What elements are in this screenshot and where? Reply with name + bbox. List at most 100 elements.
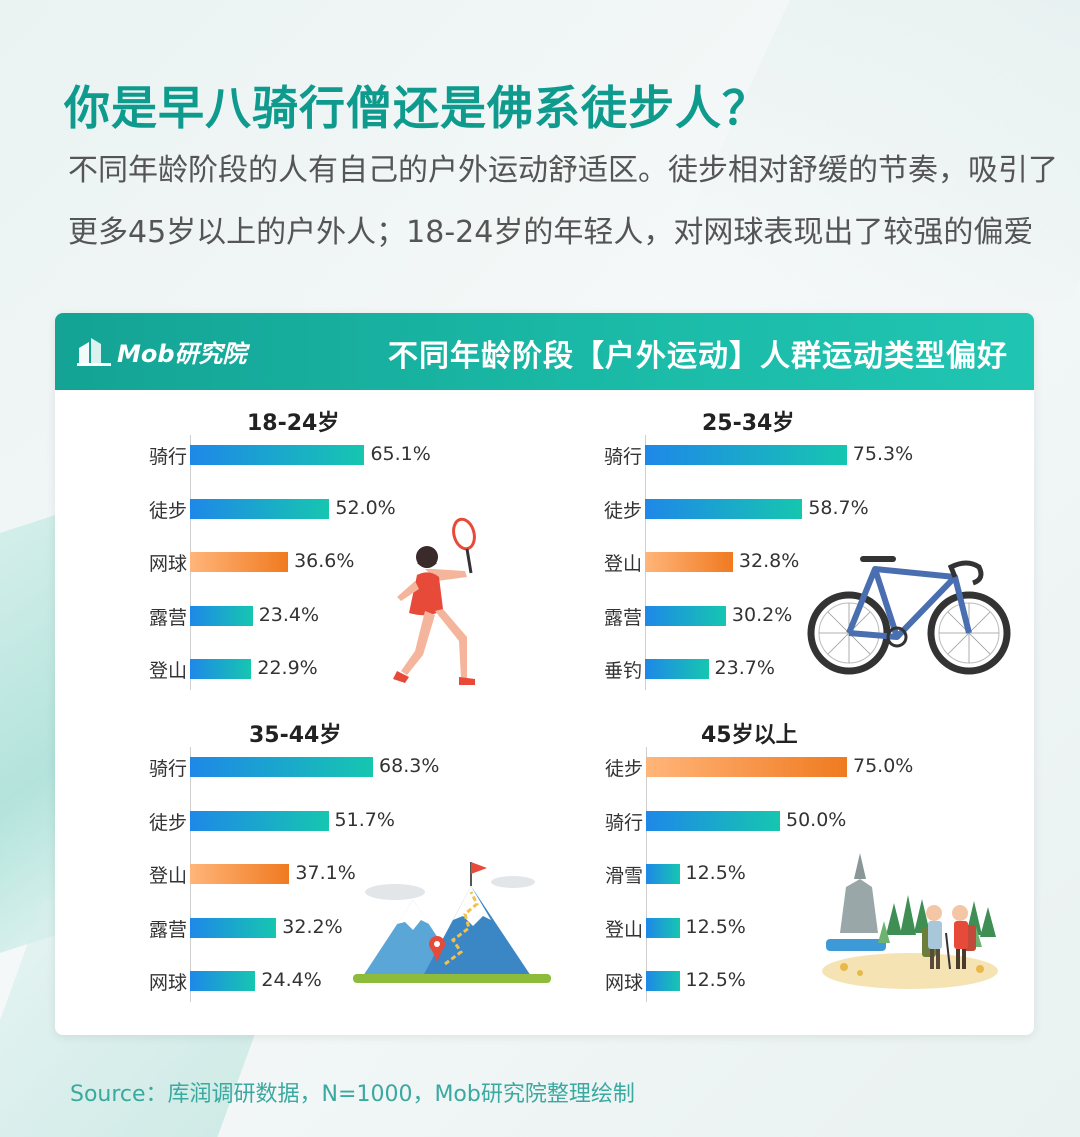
- logo-building-icon: [77, 338, 111, 366]
- bar-row: 网球 36.6%: [127, 550, 567, 575]
- bar: [646, 757, 847, 777]
- value-label: 36.6%: [294, 550, 355, 572]
- category-label: 徒步: [148, 499, 187, 522]
- logo-text: Mob研究院: [117, 339, 247, 368]
- category-label: 骑行: [148, 758, 187, 780]
- bar: [645, 605, 726, 626]
- value-label: 51.7%: [334, 808, 395, 831]
- category-label: 露营: [148, 918, 187, 941]
- age-group-panel: 25-34岁骑行 75.3% 徒步 58.7% 登山 32.8% 露营 30.2% 垂钓 23.7…: [582, 405, 1022, 705]
- category-label: 骑行: [603, 446, 642, 468]
- value-label: 12.5%: [685, 862, 746, 884]
- bar-row: 徒步 75.0%: [583, 755, 1023, 780]
- bar: [190, 605, 253, 626]
- value-label: 23.7%: [714, 657, 775, 679]
- age-group-panel: 18-24岁骑行 65.1% 徒步 52.0% 网球 36.6% 露营 23.4% 登山 22.9…: [127, 405, 567, 705]
- bar-row: 露营 23.4%: [127, 603, 567, 629]
- bar-row: 徒步 51.7%: [127, 808, 567, 834]
- page-title: 你是早八骑行僧还是佛系徒步人？: [64, 81, 769, 135]
- value-label: 32.8%: [738, 550, 800, 572]
- bar: [645, 552, 733, 572]
- bar: [645, 498, 803, 519]
- bar: [190, 659, 252, 679]
- category-label: 登山: [603, 553, 642, 575]
- value-label: 52.0%: [335, 496, 396, 519]
- bar: [190, 971, 256, 991]
- category-label: 登山: [604, 918, 643, 941]
- bar-row: 网球 12.5%: [583, 969, 1023, 994]
- value-label: 23.4%: [258, 603, 320, 626]
- bar-row: 露营 32.2%: [127, 915, 567, 941]
- age-group-panel: 35-44岁骑行 68.3% 徒步 51.7% 登山 37.1% 露营 32.2% 网球 24.4…: [127, 717, 567, 1017]
- bar: [190, 917, 277, 938]
- bar-row: 滑雪 12.5%: [583, 862, 1023, 887]
- category-label: 骑行: [148, 446, 187, 468]
- value-label: 65.1%: [370, 443, 431, 465]
- bar-row: 徒步 58.7%: [582, 496, 1022, 522]
- bar: [645, 445, 847, 465]
- panel-title: 35-44岁: [249, 723, 342, 748]
- bar-row: 登山 32.8%: [582, 550, 1022, 575]
- category-label: 骑行: [604, 811, 643, 834]
- bar-row: 登山 37.1%: [127, 862, 567, 887]
- value-label: 12.5%: [685, 915, 746, 938]
- bar: [190, 810, 329, 831]
- bar-row: 骑行 68.3%: [127, 755, 567, 780]
- category-label: 滑雪: [604, 865, 643, 887]
- value-label: 30.2%: [731, 603, 793, 626]
- bar: [645, 659, 709, 679]
- bar-row: 骑行 65.1%: [127, 443, 567, 468]
- bar: [190, 445, 365, 465]
- category-label: 露营: [603, 606, 642, 629]
- mountain-illustration: [353, 862, 551, 983]
- hikers-illustration: [822, 853, 998, 989]
- age-group-panel: 45岁以上徒步 75.0% 骑行 50.0% 滑雪 12.5% 登山 12.5% 网球 12.5%: [583, 717, 1023, 1017]
- bar: [190, 757, 374, 777]
- bar: [646, 810, 780, 831]
- chart-card: Mob研究院 不同年龄阶段【户外运动】人群运动类型偏好 18-24岁骑行 65.1…: [55, 313, 1034, 1035]
- category-label: 网球: [148, 553, 187, 575]
- value-label: 75.0%: [853, 755, 914, 777]
- category-label: 徒步: [604, 758, 643, 780]
- bar: [190, 864, 290, 884]
- source-note: Source：库润调研数据，N=1000，Mob研究院整理绘制: [70, 1082, 635, 1107]
- category-label: 网球: [148, 972, 187, 994]
- value-label: 75.3%: [852, 443, 914, 465]
- category-label: 登山: [148, 660, 187, 682]
- bar: [190, 498, 330, 519]
- category-label: 徒步: [148, 811, 187, 834]
- bar: [190, 552, 289, 572]
- category-label: 徒步: [603, 499, 642, 522]
- bar-row: 登山 22.9%: [127, 657, 567, 682]
- category-label: 垂钓: [603, 660, 642, 682]
- value-label: 68.3%: [379, 755, 440, 777]
- value-label: 58.7%: [808, 496, 869, 519]
- page-subtitle: 不同年龄阶段的人有自己的户外运动舒适区。徒步相对舒缓的节奏，吸引了更多45岁以上…: [68, 153, 1058, 250]
- category-label: 登山: [148, 865, 187, 887]
- bicycle-illustration: [807, 556, 1011, 675]
- card-header: Mob研究院 不同年龄阶段【户外运动】人群运动类型偏好: [55, 313, 1034, 390]
- value-label: 37.1%: [295, 862, 356, 884]
- bar-row: 骑行 75.3%: [582, 443, 1022, 468]
- bar: [646, 971, 680, 991]
- bar-row: 登山 12.5%: [583, 915, 1023, 941]
- value-label: 22.9%: [257, 657, 318, 679]
- panel-title: 25-34岁: [702, 411, 795, 436]
- bar-row: 露营 30.2%: [582, 603, 1022, 629]
- bar: [646, 917, 680, 938]
- panel-title: 45岁以上: [701, 723, 798, 748]
- value-label: 12.5%: [685, 969, 746, 991]
- bar-row: 骑行 50.0%: [583, 808, 1023, 834]
- value-label: 24.4%: [261, 969, 322, 991]
- value-label: 50.0%: [786, 808, 847, 831]
- category-label: 网球: [604, 972, 643, 994]
- card-title: 不同年龄阶段【户外运动】人群运动类型偏好: [388, 339, 1008, 374]
- value-label: 32.2%: [282, 915, 343, 938]
- bar-row: 垂钓 23.7%: [582, 657, 1022, 682]
- category-label: 露营: [148, 606, 187, 629]
- bar-row: 网球 24.4%: [127, 969, 567, 994]
- mob-logo: Mob研究院: [77, 333, 247, 369]
- panel-title: 18-24岁: [247, 411, 340, 436]
- tennis-player-illustration: [393, 517, 476, 685]
- bar: [646, 864, 680, 884]
